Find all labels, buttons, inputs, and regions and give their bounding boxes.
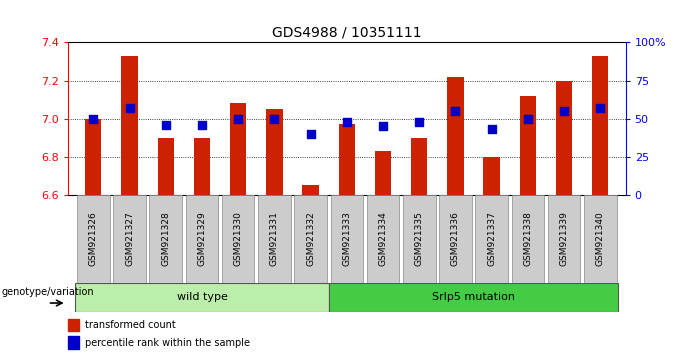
Point bbox=[233, 116, 243, 121]
Bar bbox=[68, 319, 79, 331]
FancyBboxPatch shape bbox=[367, 195, 399, 283]
FancyBboxPatch shape bbox=[294, 195, 327, 283]
Bar bbox=[375, 151, 391, 195]
Point bbox=[413, 119, 424, 125]
Bar bbox=[68, 336, 79, 349]
FancyBboxPatch shape bbox=[439, 195, 472, 283]
Text: Srlp5 mutation: Srlp5 mutation bbox=[432, 292, 515, 302]
Bar bbox=[411, 138, 427, 195]
Text: GSM921326: GSM921326 bbox=[89, 212, 98, 266]
FancyBboxPatch shape bbox=[258, 195, 290, 283]
FancyBboxPatch shape bbox=[584, 195, 617, 283]
Text: GSM921330: GSM921330 bbox=[234, 211, 243, 267]
FancyBboxPatch shape bbox=[511, 195, 544, 283]
Text: GSM921333: GSM921333 bbox=[342, 211, 352, 267]
Point bbox=[124, 105, 135, 111]
Bar bbox=[556, 81, 572, 195]
Point bbox=[486, 126, 497, 132]
Text: GSM921337: GSM921337 bbox=[487, 211, 496, 267]
Text: genotype/variation: genotype/variation bbox=[1, 287, 94, 297]
Bar bbox=[85, 119, 101, 195]
Bar bbox=[122, 56, 137, 195]
FancyBboxPatch shape bbox=[222, 195, 254, 283]
Point bbox=[88, 116, 99, 121]
Bar bbox=[520, 96, 536, 195]
FancyBboxPatch shape bbox=[403, 195, 435, 283]
FancyBboxPatch shape bbox=[150, 195, 182, 283]
Bar bbox=[483, 157, 500, 195]
Point bbox=[377, 124, 388, 129]
FancyBboxPatch shape bbox=[114, 195, 146, 283]
Text: GSM921335: GSM921335 bbox=[415, 211, 424, 267]
Text: GSM921332: GSM921332 bbox=[306, 212, 315, 266]
Bar bbox=[267, 109, 282, 195]
Point bbox=[450, 108, 461, 114]
Text: GSM921327: GSM921327 bbox=[125, 212, 134, 266]
Point bbox=[558, 108, 569, 114]
Text: GSM921331: GSM921331 bbox=[270, 211, 279, 267]
FancyBboxPatch shape bbox=[77, 195, 109, 283]
FancyBboxPatch shape bbox=[475, 195, 508, 283]
Text: wild type: wild type bbox=[177, 292, 227, 302]
FancyBboxPatch shape bbox=[186, 195, 218, 283]
Bar bbox=[230, 103, 246, 195]
Text: GSM921339: GSM921339 bbox=[560, 211, 568, 267]
FancyBboxPatch shape bbox=[548, 195, 580, 283]
Title: GDS4988 / 10351111: GDS4988 / 10351111 bbox=[272, 26, 422, 40]
Text: percentile rank within the sample: percentile rank within the sample bbox=[85, 338, 250, 348]
Point bbox=[595, 105, 606, 111]
Point bbox=[269, 116, 280, 121]
Bar bbox=[592, 56, 609, 195]
Text: GSM921338: GSM921338 bbox=[524, 211, 532, 267]
Point bbox=[305, 131, 316, 137]
Text: GSM921334: GSM921334 bbox=[379, 212, 388, 266]
FancyBboxPatch shape bbox=[75, 283, 328, 312]
Text: GSM921328: GSM921328 bbox=[161, 212, 170, 266]
Bar bbox=[303, 185, 319, 195]
Text: GSM921336: GSM921336 bbox=[451, 211, 460, 267]
Bar bbox=[194, 138, 210, 195]
FancyBboxPatch shape bbox=[330, 195, 363, 283]
FancyBboxPatch shape bbox=[328, 283, 618, 312]
Point bbox=[160, 122, 171, 127]
Point bbox=[341, 119, 352, 125]
Text: transformed count: transformed count bbox=[85, 320, 175, 330]
Point bbox=[522, 116, 533, 121]
Bar bbox=[339, 124, 355, 195]
Text: GSM921340: GSM921340 bbox=[596, 212, 605, 266]
Bar bbox=[447, 77, 464, 195]
Text: GSM921329: GSM921329 bbox=[197, 212, 207, 266]
Bar bbox=[158, 138, 174, 195]
Point bbox=[197, 122, 207, 127]
